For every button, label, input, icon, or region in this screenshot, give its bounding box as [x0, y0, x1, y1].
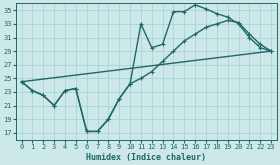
X-axis label: Humidex (Indice chaleur): Humidex (Indice chaleur) — [86, 152, 206, 162]
